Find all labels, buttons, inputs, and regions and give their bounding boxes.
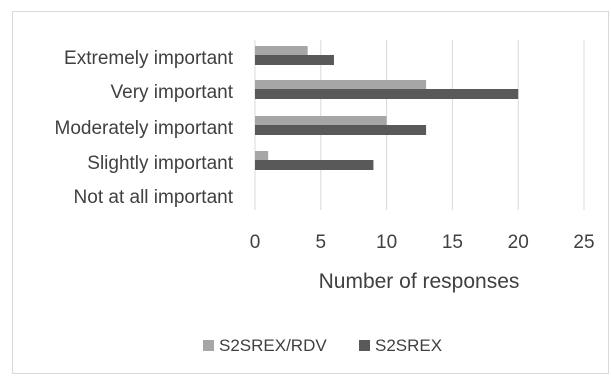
- bar-rex-3: [255, 160, 374, 170]
- legend-swatch-0: [203, 340, 214, 351]
- bars: [255, 46, 519, 170]
- chart-frame: [12, 11, 609, 374]
- bar-rex-2: [255, 125, 427, 135]
- bar-rdv-2: [255, 116, 387, 126]
- x-tick-label: 10: [376, 232, 397, 253]
- x-tick-label: 20: [508, 232, 529, 253]
- category-label: Very important: [111, 82, 234, 103]
- legend: S2SREX/RDV S2SREX: [203, 336, 442, 355]
- bar-rdv-0: [255, 46, 308, 56]
- bar-rdv-1: [255, 80, 427, 90]
- legend-label-0: S2SREX/RDV: [219, 336, 327, 355]
- legend-swatch-1: [359, 340, 370, 351]
- category-label: Moderately important: [55, 118, 234, 139]
- category-label: Extremely important: [64, 48, 234, 69]
- x-axis-ticks: 0 5 10 15 20 25: [250, 232, 595, 253]
- category-labels: Extremely important Very important Moderat…: [55, 48, 234, 208]
- x-tick-label: 15: [442, 232, 463, 253]
- x-tick-label: 0: [250, 232, 261, 253]
- bar-rdv-3: [255, 151, 269, 161]
- bar-rex-1: [255, 89, 519, 99]
- x-tick-label: 25: [573, 232, 594, 253]
- legend-label-1: S2SREX: [375, 336, 442, 355]
- category-label: Slightly important: [87, 153, 233, 174]
- category-label: Not at all important: [74, 187, 234, 208]
- bar-rex-0: [255, 55, 334, 65]
- x-tick-label: 5: [316, 232, 327, 253]
- gridlines: [254, 40, 585, 210]
- x-axis-title: Number of responses: [319, 270, 520, 293]
